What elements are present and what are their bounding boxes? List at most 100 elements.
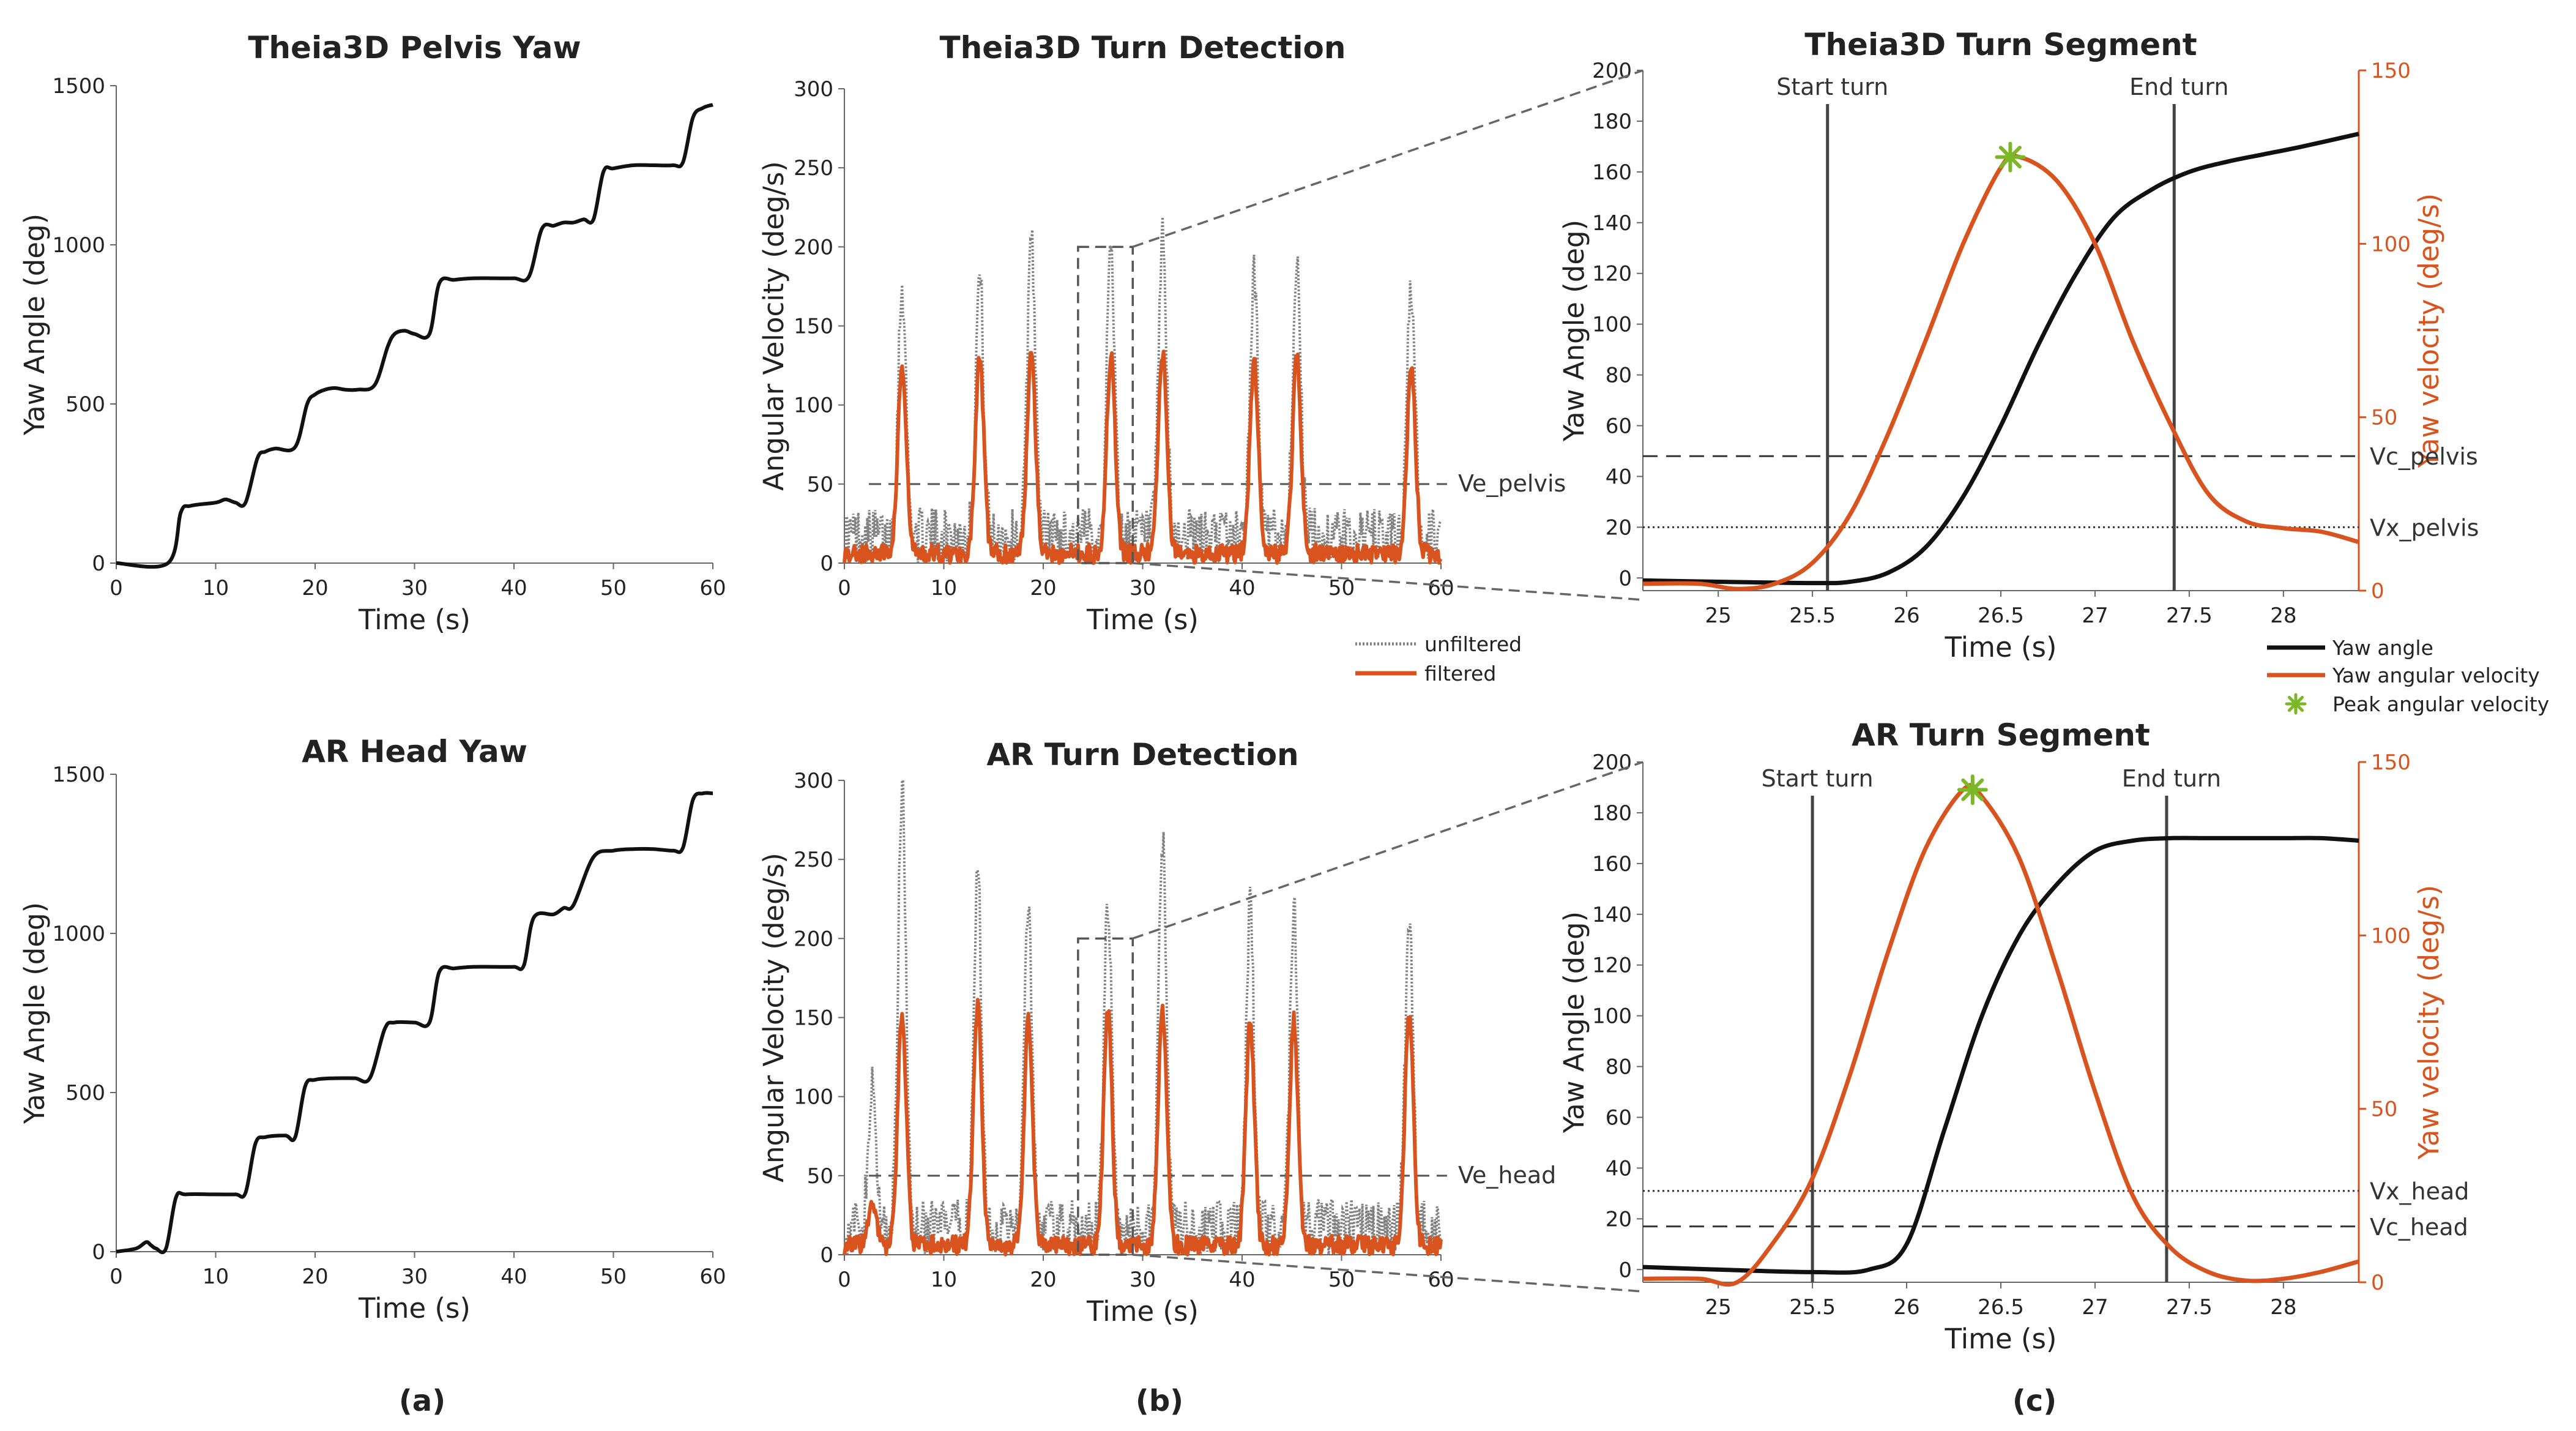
y-tick-label: 300 bbox=[794, 769, 833, 793]
y-tick-label: 200 bbox=[1592, 59, 1632, 83]
x-tick-label: 50 bbox=[1328, 1268, 1355, 1292]
start-turn-label: Start turn bbox=[1776, 73, 1888, 100]
x-tick-label: 50 bbox=[600, 576, 627, 600]
y-tick-label: 150 bbox=[794, 315, 833, 339]
end-turn-label: End turn bbox=[2129, 73, 2228, 100]
peak-marker bbox=[1957, 774, 1988, 805]
legend-c: Yaw angle Yaw angular velocity Peak angula… bbox=[2267, 636, 2549, 716]
y-tick-label: 180 bbox=[1592, 110, 1632, 134]
x-tick-label: 40 bbox=[501, 1265, 527, 1289]
chart-a-top: 0 10 20 30 40 50 60 0 500 1000 1500 Theia3D Pelvis … bbox=[18, 30, 726, 636]
y-tick-label: 500 bbox=[65, 1081, 105, 1105]
legend-peak-swatch bbox=[2285, 693, 2307, 715]
y-axis-label: Angular Velocity (deg/s) bbox=[758, 161, 790, 491]
yaw-angle-line bbox=[1642, 132, 2359, 586]
y-tick-label: 120 bbox=[1592, 954, 1632, 978]
y-tick-label: 250 bbox=[794, 156, 833, 181]
y-tick-label: 50 bbox=[807, 473, 833, 497]
threshold-label: Vx_pelvis bbox=[2370, 514, 2479, 541]
x-axis-label: Time (s) bbox=[1945, 1323, 2057, 1355]
chart-b-top: 0 10 20 30 40 50 60 0 50 100 150 200 250 300 Theia3D T… bbox=[758, 30, 1566, 636]
x-tick-label: 0 bbox=[838, 1268, 851, 1292]
y-tick-label: 120 bbox=[1592, 262, 1632, 286]
x-tick-label: 50 bbox=[600, 1265, 627, 1289]
y-tick-label: 40 bbox=[1606, 1156, 1632, 1181]
y-tick-label: 140 bbox=[1592, 903, 1632, 927]
y2-axis-label: Yaw velocity (deg/s) bbox=[2413, 885, 2445, 1160]
y2-tick-label: 0 bbox=[2371, 1271, 2384, 1295]
x-tick-label: 40 bbox=[501, 576, 527, 600]
threshold-label: Ve_pelvis bbox=[1458, 470, 1566, 497]
y-tick-label: 80 bbox=[1606, 364, 1632, 388]
y-axis-label: Yaw Angle (deg) bbox=[18, 214, 51, 436]
x-tick-label: 26 bbox=[1893, 603, 1919, 628]
y-tick-label: 60 bbox=[1606, 414, 1632, 438]
y-tick-label: 180 bbox=[1592, 801, 1632, 826]
x-tick-label: 27 bbox=[2082, 1295, 2108, 1320]
yaw-angle-line bbox=[116, 791, 713, 1255]
x-tick-label: 10 bbox=[203, 576, 229, 600]
panel-label-b: (b) bbox=[1136, 1384, 1183, 1418]
y-tick-label: 200 bbox=[1592, 750, 1632, 775]
y-tick-label: 1000 bbox=[52, 922, 105, 946]
y-tick-label: 0 bbox=[1618, 1258, 1632, 1282]
yaw-velocity-line bbox=[1642, 153, 2359, 591]
x-tick-label: 60 bbox=[1428, 576, 1454, 600]
y-tick-label: 250 bbox=[794, 848, 833, 872]
x-tick-label: 50 bbox=[1328, 576, 1355, 600]
x-tick-label: 30 bbox=[1130, 576, 1156, 600]
x-axis-label: Time (s) bbox=[1086, 603, 1199, 636]
zoom-box bbox=[1077, 937, 1134, 1256]
x-axis-label: Time (s) bbox=[358, 1292, 471, 1325]
legend-unfiltered-label: unfiltered bbox=[1424, 632, 1522, 656]
y-tick-label: 1500 bbox=[52, 74, 105, 99]
start-turn-label: Start turn bbox=[1762, 765, 1874, 792]
x-tick-label: 30 bbox=[401, 1265, 428, 1289]
end-turn-label: End turn bbox=[2122, 765, 2221, 792]
x-axis-label: Time (s) bbox=[1086, 1295, 1199, 1328]
yaw-angle-line bbox=[116, 103, 713, 569]
x-tick-label: 28 bbox=[2270, 603, 2296, 628]
x-tick-label: 20 bbox=[302, 576, 328, 600]
x-tick-label: 10 bbox=[203, 1265, 229, 1289]
y-axis-label: Yaw Angle (deg) bbox=[18, 902, 51, 1124]
x-tick-label: 0 bbox=[838, 576, 851, 600]
y-tick-label: 0 bbox=[1618, 566, 1632, 591]
y2-tick-label: 50 bbox=[2371, 406, 2397, 430]
legend-yaw-angle-label: Yaw angle bbox=[2332, 636, 2433, 660]
legend-filtered-label: filtered bbox=[1424, 662, 1496, 686]
zoom-connector-top bbox=[1132, 761, 1644, 940]
panel-label-a: (a) bbox=[399, 1384, 445, 1418]
threshold-label: Ve_head bbox=[1458, 1162, 1556, 1189]
chart-a-bottom: 0 10 20 30 40 50 60 0 500 1000 1500 AR Head Yaw Time… bbox=[18, 734, 726, 1325]
y-tick-label: 100 bbox=[1592, 1004, 1632, 1029]
yaw-velocity-line bbox=[1642, 783, 2359, 1287]
unfiltered-line bbox=[843, 217, 1442, 565]
y-axis-label: Yaw Angle (deg) bbox=[1558, 911, 1590, 1134]
y-tick-label: 200 bbox=[794, 235, 833, 260]
x-tick-label: 30 bbox=[1130, 1268, 1156, 1292]
yaw-angle-line bbox=[1642, 835, 2359, 1275]
y-tick-label: 1000 bbox=[52, 233, 105, 258]
y-tick-label: 160 bbox=[1592, 160, 1632, 185]
x-tick-label: 27.5 bbox=[2166, 603, 2213, 628]
y-tick-label: 0 bbox=[92, 1240, 105, 1265]
x-tick-label: 20 bbox=[1030, 576, 1056, 600]
y2-tick-label: 50 bbox=[2371, 1097, 2397, 1122]
chart-title: AR Head Yaw bbox=[302, 734, 527, 769]
y-tick-label: 500 bbox=[65, 392, 105, 417]
zoom-box bbox=[1077, 245, 1134, 564]
y-axis-label: Angular Velocity (deg/s) bbox=[758, 853, 790, 1183]
x-tick-label: 27 bbox=[2082, 603, 2108, 628]
y-axis-label: Yaw Angle (deg) bbox=[1558, 220, 1590, 442]
zoom-connector-bottom bbox=[1133, 1254, 1644, 1293]
x-tick-label: 26 bbox=[1893, 1295, 1919, 1320]
x-tick-label: 25.5 bbox=[1789, 1295, 1836, 1320]
y-tick-label: 200 bbox=[794, 927, 833, 951]
y-tick-label: 0 bbox=[820, 1243, 833, 1268]
chart-b-bottom: 0 10 20 30 40 50 60 0 50 100 150 200 250 300 AR Turn D… bbox=[758, 737, 1556, 1328]
x-tick-label: 20 bbox=[302, 1265, 328, 1289]
x-tick-label: 26.5 bbox=[1978, 1295, 2024, 1320]
threshold-label: Vc_head bbox=[2370, 1214, 2468, 1241]
x-tick-label: 40 bbox=[1229, 576, 1255, 600]
